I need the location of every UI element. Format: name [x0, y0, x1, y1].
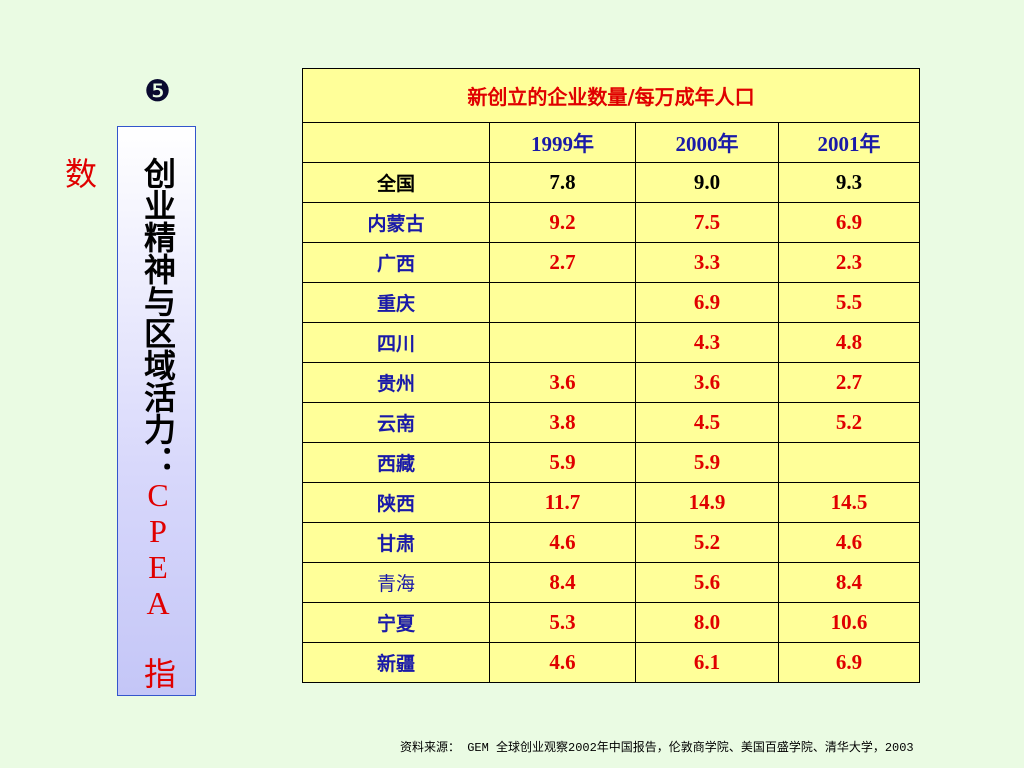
table-row: 宁夏 5.3 8.0 10.6 [302, 602, 920, 643]
bullet: ❺ [144, 74, 171, 109]
table-row: 西藏 5.9 5.9 [302, 442, 920, 483]
value-cell: 3.6 [635, 362, 779, 403]
region-name: 新疆 [302, 642, 490, 683]
header-cell: 1999年 [489, 122, 636, 163]
region-name: 陕西 [302, 482, 490, 523]
value-cell: 8.0 [635, 602, 779, 643]
value-cell: 7.5 [635, 202, 779, 243]
value-cell: 8.4 [489, 562, 636, 603]
data-table: 新创立的企业数量/每万成年人口 1999年 2000年 2001年 全国 7.8 9.0 9.… [302, 68, 920, 683]
region-name: 内蒙古 [302, 202, 490, 243]
table-row: 四川 4.3 4.8 [302, 322, 920, 363]
value-cell: 5.9 [635, 442, 779, 483]
side-panel: 创业精神与区域活力：CPEA 指数 [61, 126, 197, 696]
side-title-main: 创业精神与区域活力： [139, 157, 177, 477]
value-cell: 2.7 [778, 362, 920, 403]
table-row: 云南 3.8 4.5 5.2 [302, 402, 920, 443]
value-cell: 7.8 [489, 162, 636, 203]
value-cell: 4.6 [489, 522, 636, 563]
region-name: 云南 [302, 402, 490, 443]
value-cell: 2.7 [489, 242, 636, 283]
value-cell: 9.0 [635, 162, 779, 203]
value-cell: 5.3 [489, 602, 636, 643]
header-cell [302, 122, 490, 163]
value-cell: 4.5 [635, 402, 779, 443]
region-name: 重庆 [302, 282, 490, 323]
table-row: 广西 2.7 3.3 2.3 [302, 242, 920, 283]
value-cell: 6.9 [635, 282, 779, 323]
value-cell [778, 442, 920, 483]
value-cell: 11.7 [489, 482, 636, 523]
table-row: 青海 8.4 5.6 8.4 [302, 562, 920, 603]
value-cell: 5.9 [489, 442, 636, 483]
source-note: 资料来源： GEM 全球创业观察2002年中国报告，伦敦商学院、美国百盛学院、清… [400, 741, 914, 755]
table-row: 甘肃 4.6 5.2 4.6 [302, 522, 920, 563]
table-row: 全国 7.8 9.0 9.3 [302, 162, 920, 203]
value-cell: 5.2 [778, 402, 920, 443]
value-cell: 9.3 [778, 162, 920, 203]
header-cell: 2000年 [635, 122, 779, 163]
value-cell: 4.6 [778, 522, 920, 563]
value-cell: 3.6 [489, 362, 636, 403]
value-cell: 5.2 [635, 522, 779, 563]
value-cell: 14.9 [635, 482, 779, 523]
region-name: 广西 [302, 242, 490, 283]
value-cell: 4.6 [489, 642, 636, 683]
table-row: 内蒙古 9.2 7.5 6.9 [302, 202, 920, 243]
title-row: 新创立的企业数量/每万成年人口 [302, 68, 920, 123]
table-row: 贵州 3.6 3.6 2.7 [302, 362, 920, 403]
value-cell: 2.3 [778, 242, 920, 283]
value-cell: 9.2 [489, 202, 636, 243]
value-cell: 4.8 [778, 322, 920, 363]
value-cell: 3.8 [489, 402, 636, 443]
value-cell: 8.4 [778, 562, 920, 603]
value-cell: 10.6 [778, 602, 920, 643]
value-cell: 6.9 [778, 202, 920, 243]
value-cell: 5.5 [778, 282, 920, 323]
value-cell: 6.1 [635, 642, 779, 683]
region-name: 宁夏 [302, 602, 490, 643]
value-cell [489, 282, 636, 323]
region-name: 四川 [302, 322, 490, 363]
table-row: 新疆 4.6 6.1 6.9 [302, 642, 920, 683]
value-cell: 4.3 [635, 322, 779, 363]
table-row: 陕西 11.7 14.9 14.5 [302, 482, 920, 523]
value-cell: 14.5 [778, 482, 920, 523]
side-title: 创业精神与区域活力：CPEA 指数 [61, 157, 197, 695]
region-name: 青海 [302, 562, 490, 603]
side-title-sub: CPEA 指数 [61, 157, 176, 689]
header-cell: 2001年 [778, 122, 920, 163]
header-row: 1999年 2000年 2001年 [302, 122, 920, 163]
table-title: 新创立的企业数量/每万成年人口 [302, 68, 920, 123]
region-name: 西藏 [302, 442, 490, 483]
table-row: 重庆 6.9 5.5 [302, 282, 920, 323]
value-cell: 3.3 [635, 242, 779, 283]
value-cell: 6.9 [778, 642, 920, 683]
value-cell: 5.6 [635, 562, 779, 603]
region-name: 甘肃 [302, 522, 490, 563]
region-name: 全国 [302, 162, 490, 203]
value-cell [489, 322, 636, 363]
region-name: 贵州 [302, 362, 490, 403]
